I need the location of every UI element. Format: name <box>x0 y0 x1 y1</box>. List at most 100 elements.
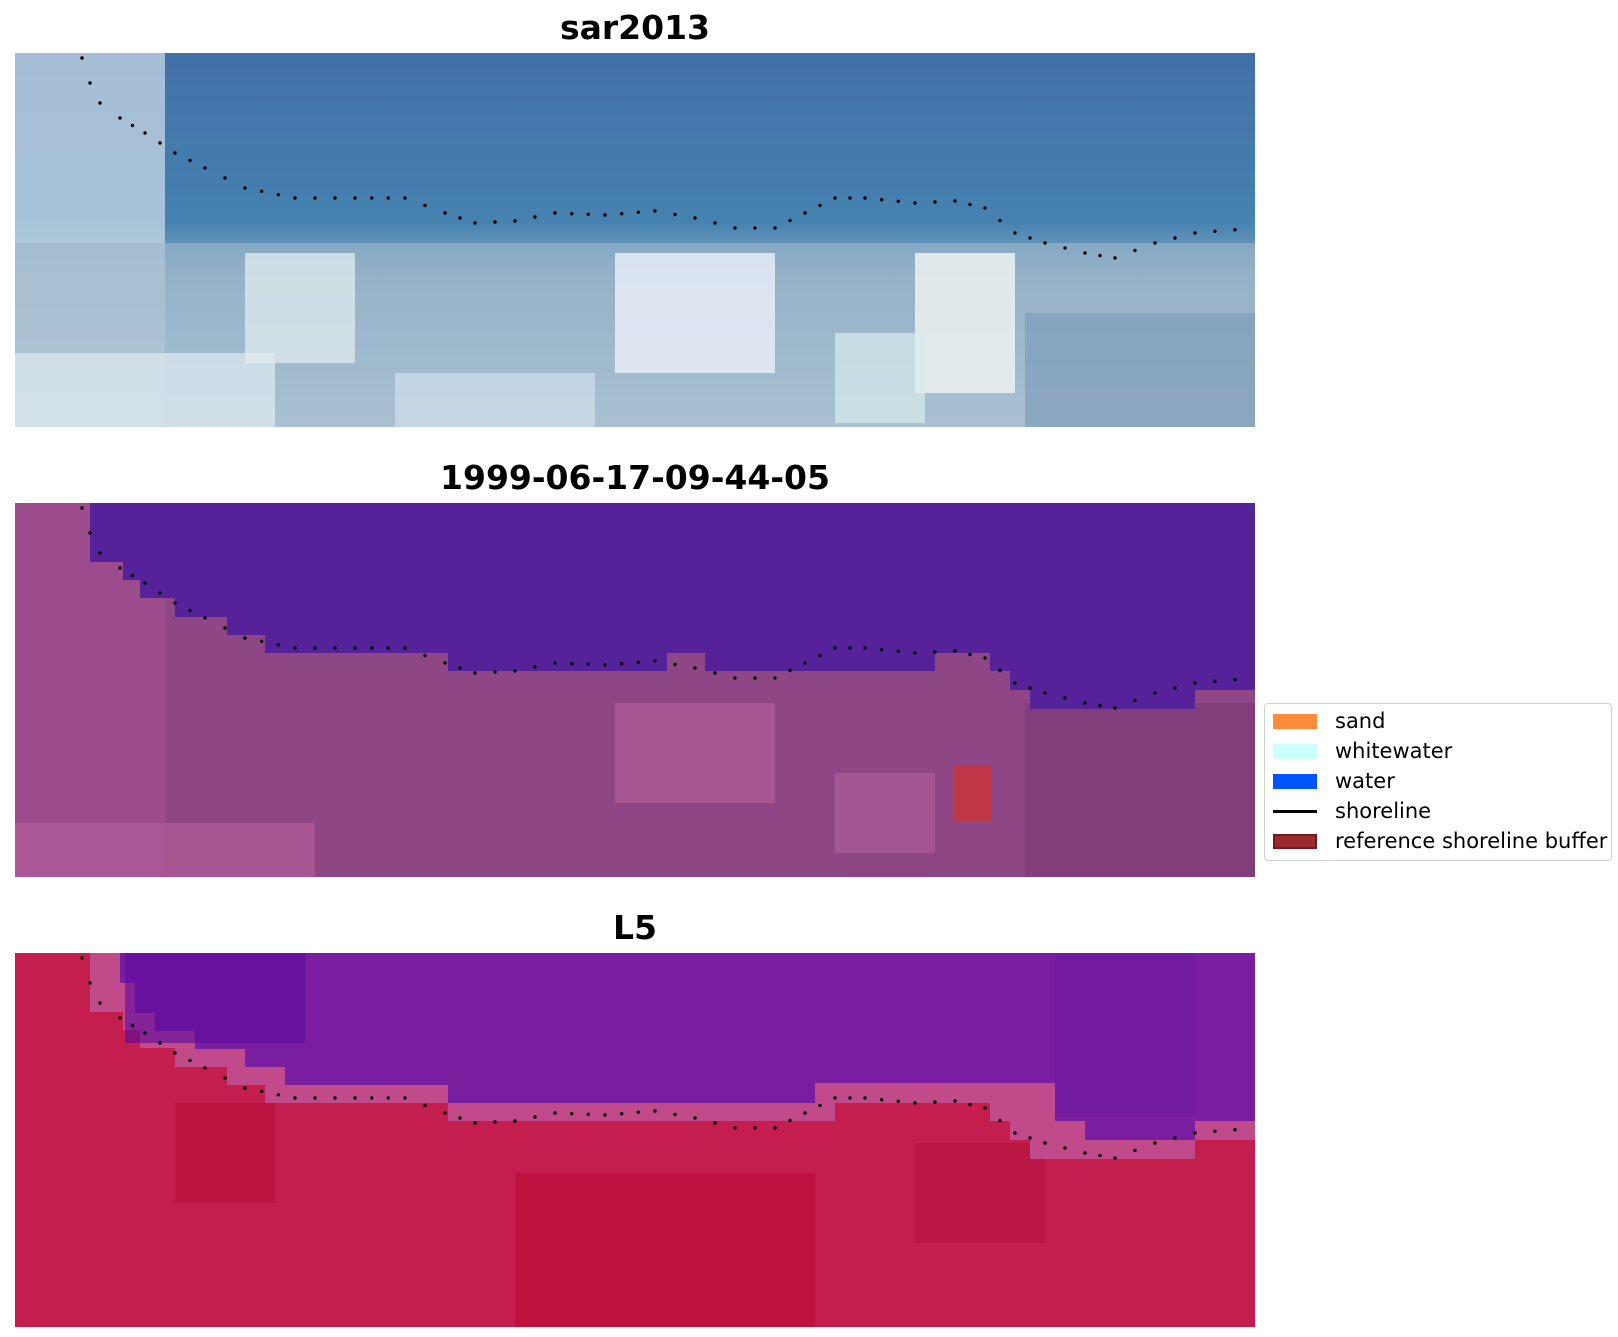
shoreline-dot <box>533 1115 537 1119</box>
shoreline-dot <box>386 196 390 200</box>
shoreline-dot <box>1063 696 1067 700</box>
shoreline-dot <box>293 646 297 650</box>
shoreline-dot <box>1028 236 1032 240</box>
water-swatch <box>1273 773 1317 789</box>
shoreline-dot <box>1098 703 1102 708</box>
shoreline-dot <box>983 656 987 660</box>
shoreline-dot <box>788 218 792 223</box>
shoreline-dot <box>733 226 737 230</box>
shoreline-dot <box>130 1023 135 1028</box>
shoreline-dot <box>803 211 807 215</box>
shoreline-dot <box>968 202 972 207</box>
shoreline-dot <box>188 608 192 613</box>
shoreline-dot <box>333 646 337 650</box>
shoreline-dot <box>863 196 867 200</box>
shoreline-dot <box>188 158 192 163</box>
shoreline-dot <box>998 218 1002 223</box>
shoreline-dot <box>753 226 757 230</box>
shoreline-dot <box>1193 231 1197 235</box>
shoreline-dot <box>1083 1151 1087 1155</box>
shoreline-dot <box>386 1096 390 1100</box>
shoreline-dot <box>173 1051 177 1055</box>
shoreline-dot <box>143 131 147 135</box>
shoreline-dot <box>753 676 757 680</box>
shoreline-dot <box>370 196 374 200</box>
shoreline-dot <box>620 212 624 216</box>
shoreline-dot <box>313 196 317 200</box>
legend-item-whitewater: whitewater <box>1273 736 1452 766</box>
shoreline-dot <box>88 981 92 985</box>
shoreline-dot <box>493 1120 497 1124</box>
shoreline-dot <box>933 200 937 204</box>
shoreline-dot <box>848 1096 852 1100</box>
shoreline-dot <box>130 573 135 578</box>
shoreline-dot <box>693 216 697 220</box>
shoreline-dot <box>1213 1129 1217 1133</box>
shoreline-dots-2 <box>80 506 1237 710</box>
whitewater-swatch <box>1273 743 1317 759</box>
shoreline-dot <box>620 1112 624 1116</box>
shoreline-dot <box>223 1076 227 1080</box>
shoreline-dot <box>313 646 317 650</box>
shoreline-dot <box>586 662 590 666</box>
shoreline-dot <box>1153 691 1157 695</box>
shoreline-dot <box>818 1103 822 1108</box>
shoreline-dot <box>603 213 607 217</box>
shoreline-dot <box>998 1118 1002 1123</box>
shoreline-dot <box>423 203 427 208</box>
shoreline-dot <box>443 1111 447 1115</box>
shoreline-overlay <box>80 56 1237 1160</box>
shoreline-dot <box>553 1111 557 1115</box>
shoreline-dot <box>1083 251 1087 255</box>
legend-item-shoreline: shoreline <box>1273 796 1431 826</box>
shoreline-dot <box>1063 1146 1067 1150</box>
shoreline-dot <box>913 651 917 655</box>
shoreline-dot <box>143 581 147 585</box>
shoreline-dot <box>1043 691 1047 695</box>
reference-buffer-swatch <box>1273 833 1317 849</box>
shoreline-dot <box>188 1058 192 1063</box>
panel-title-2: 1999-06-17-09-44-05 <box>440 458 830 497</box>
shoreline-dot <box>313 1096 317 1100</box>
shoreline-dot <box>243 1086 247 1090</box>
shoreline-dot <box>118 116 122 120</box>
shoreline-dot <box>1173 236 1177 240</box>
shoreline-dot <box>276 1093 280 1097</box>
legend-item-water: water <box>1273 766 1395 796</box>
shoreline-dot <box>458 1116 462 1120</box>
shoreline-dot <box>968 1102 972 1107</box>
shoreline-dot <box>603 1113 607 1117</box>
shoreline-dot <box>1113 256 1117 260</box>
index-image <box>15 953 1255 1327</box>
shoreline-dot <box>533 215 537 219</box>
shoreline-dot <box>203 1066 207 1070</box>
shoreline-dot <box>1098 1153 1102 1158</box>
shoreline-dot <box>513 1119 517 1123</box>
shoreline-dot <box>370 646 374 650</box>
shoreline-dot <box>386 646 390 650</box>
shoreline-dot <box>1098 253 1102 258</box>
shoreline-dot <box>896 649 900 653</box>
shoreline-dot <box>693 666 697 670</box>
shoreline-line-sample <box>1273 809 1317 813</box>
shoreline-dot <box>673 212 677 217</box>
shoreline-dot <box>473 221 477 225</box>
shoreline-dot <box>848 196 852 200</box>
shoreline-dot <box>983 1106 987 1110</box>
shoreline-dot <box>848 646 852 650</box>
shoreline-dot <box>88 531 92 535</box>
shoreline-dot <box>863 1096 867 1100</box>
shoreline-dot <box>513 219 517 223</box>
shoreline-dot <box>803 661 807 665</box>
shoreline-dot <box>833 1096 837 1100</box>
satellite-rgb-image <box>15 53 1255 427</box>
shoreline-dot <box>223 626 227 630</box>
shoreline-dot <box>1028 1136 1032 1140</box>
shoreline-dot <box>98 551 102 555</box>
reference-buffer-patch <box>954 766 991 822</box>
shoreline-dot <box>88 81 92 85</box>
shoreline-dot <box>586 1112 590 1116</box>
shoreline-dot <box>880 198 884 202</box>
shoreline-dot <box>1043 1141 1047 1145</box>
shoreline-dot <box>353 196 357 200</box>
